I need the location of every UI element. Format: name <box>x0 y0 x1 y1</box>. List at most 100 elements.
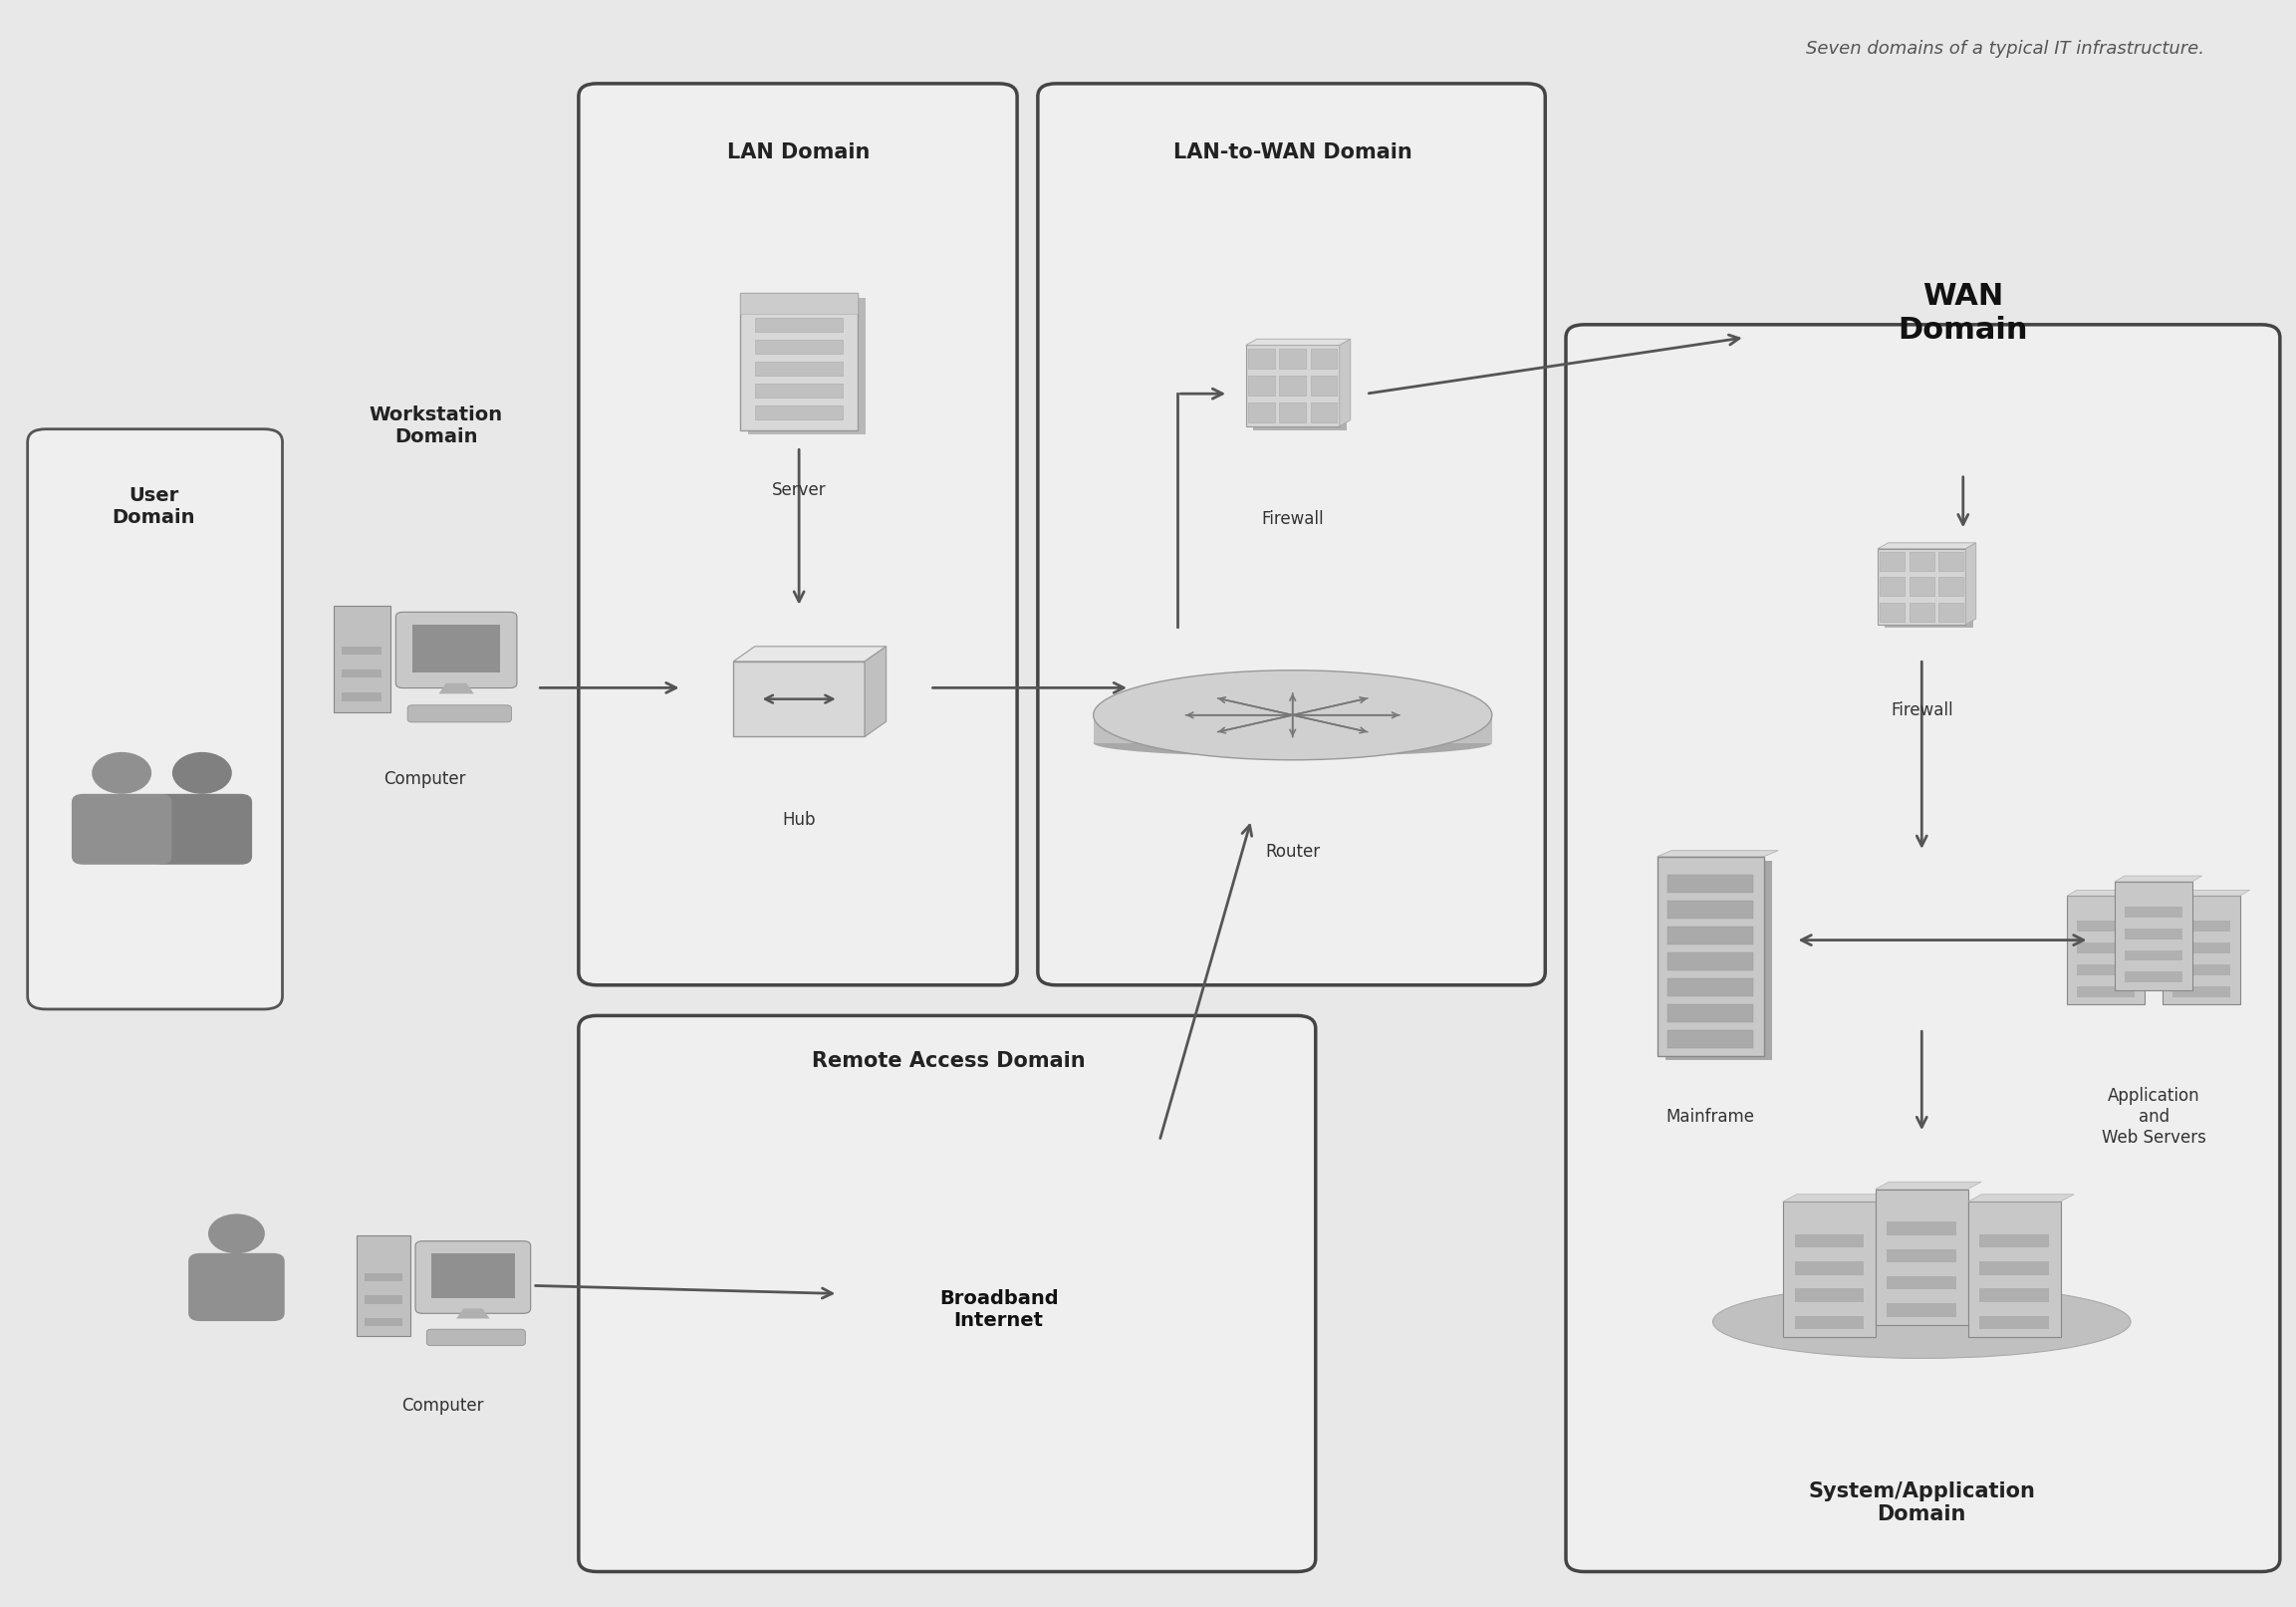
FancyBboxPatch shape <box>755 318 843 331</box>
FancyBboxPatch shape <box>1249 402 1274 423</box>
FancyBboxPatch shape <box>1667 874 1754 892</box>
Polygon shape <box>2115 876 2202 882</box>
FancyBboxPatch shape <box>2172 943 2229 953</box>
FancyBboxPatch shape <box>1279 376 1306 395</box>
FancyBboxPatch shape <box>1667 1004 1754 1022</box>
FancyBboxPatch shape <box>152 794 253 865</box>
Polygon shape <box>1093 715 1492 742</box>
FancyBboxPatch shape <box>1910 551 1933 570</box>
FancyBboxPatch shape <box>1876 1189 1968 1324</box>
Text: Router: Router <box>1265 842 1320 861</box>
FancyBboxPatch shape <box>2078 921 2135 932</box>
FancyBboxPatch shape <box>1667 953 1754 971</box>
FancyBboxPatch shape <box>1249 376 1274 395</box>
FancyBboxPatch shape <box>395 612 517 688</box>
FancyBboxPatch shape <box>1979 1261 2048 1274</box>
FancyBboxPatch shape <box>2172 921 2229 932</box>
FancyBboxPatch shape <box>333 606 390 712</box>
FancyBboxPatch shape <box>342 646 381 654</box>
FancyBboxPatch shape <box>739 292 859 313</box>
Text: Computer: Computer <box>383 770 466 789</box>
FancyBboxPatch shape <box>365 1318 402 1326</box>
Text: Application
and
Web Servers: Application and Web Servers <box>2101 1088 2206 1146</box>
Polygon shape <box>1876 1181 1981 1189</box>
Polygon shape <box>1968 1194 2073 1202</box>
FancyBboxPatch shape <box>413 625 501 672</box>
Polygon shape <box>1965 543 1977 625</box>
FancyBboxPatch shape <box>2124 950 2183 961</box>
FancyBboxPatch shape <box>1887 1249 1956 1263</box>
FancyBboxPatch shape <box>1784 1202 1876 1337</box>
Polygon shape <box>1339 339 1350 426</box>
Text: Mainframe: Mainframe <box>1667 1107 1754 1127</box>
FancyBboxPatch shape <box>748 297 866 435</box>
FancyBboxPatch shape <box>1279 349 1306 370</box>
Text: System/Application
Domain: System/Application Domain <box>1809 1482 2034 1523</box>
FancyBboxPatch shape <box>579 1016 1316 1572</box>
Polygon shape <box>1784 1194 1890 1202</box>
FancyBboxPatch shape <box>1910 603 1933 622</box>
FancyBboxPatch shape <box>365 1274 402 1282</box>
FancyBboxPatch shape <box>416 1241 530 1313</box>
FancyBboxPatch shape <box>1795 1316 1864 1329</box>
Text: Hub: Hub <box>783 810 815 829</box>
Polygon shape <box>866 646 886 736</box>
Text: Server: Server <box>771 480 827 500</box>
FancyBboxPatch shape <box>1311 376 1336 395</box>
FancyBboxPatch shape <box>1249 349 1274 370</box>
FancyBboxPatch shape <box>1887 1303 1956 1316</box>
FancyBboxPatch shape <box>1887 1221 1956 1236</box>
FancyBboxPatch shape <box>1938 603 1963 622</box>
FancyBboxPatch shape <box>1979 1234 2048 1247</box>
FancyBboxPatch shape <box>755 384 843 397</box>
FancyBboxPatch shape <box>2124 929 2183 938</box>
FancyBboxPatch shape <box>1885 553 1972 628</box>
FancyBboxPatch shape <box>1667 1030 1754 1048</box>
FancyBboxPatch shape <box>1311 349 1336 370</box>
FancyBboxPatch shape <box>2078 943 2135 953</box>
FancyBboxPatch shape <box>1910 577 1933 596</box>
Polygon shape <box>1247 339 1350 346</box>
Polygon shape <box>2066 890 2154 895</box>
FancyBboxPatch shape <box>1938 577 1963 596</box>
FancyBboxPatch shape <box>1938 551 1963 570</box>
FancyBboxPatch shape <box>2066 895 2144 1004</box>
Text: LAN Domain: LAN Domain <box>728 143 870 162</box>
Text: User
Domain: User Domain <box>113 485 195 527</box>
Text: Seven domains of a typical IT infrastructure.: Seven domains of a typical IT infrastruc… <box>1805 40 2204 58</box>
FancyBboxPatch shape <box>1968 1202 2060 1337</box>
Text: Workstation
Domain: Workstation Domain <box>370 405 503 447</box>
FancyBboxPatch shape <box>1566 325 2280 1572</box>
FancyBboxPatch shape <box>1880 551 1906 570</box>
FancyBboxPatch shape <box>1878 548 1965 625</box>
Ellipse shape <box>92 752 152 794</box>
FancyBboxPatch shape <box>2115 882 2193 990</box>
FancyBboxPatch shape <box>1038 84 1545 985</box>
FancyBboxPatch shape <box>1665 860 1773 1059</box>
FancyBboxPatch shape <box>1979 1289 2048 1302</box>
FancyBboxPatch shape <box>1311 402 1336 423</box>
FancyBboxPatch shape <box>1667 979 1754 996</box>
Text: WAN
Domain: WAN Domain <box>1899 283 2027 344</box>
FancyBboxPatch shape <box>28 429 282 1009</box>
FancyBboxPatch shape <box>1795 1289 1864 1302</box>
FancyBboxPatch shape <box>432 1253 514 1298</box>
FancyBboxPatch shape <box>1795 1261 1864 1274</box>
FancyBboxPatch shape <box>1880 577 1906 596</box>
FancyBboxPatch shape <box>2078 964 2135 975</box>
FancyBboxPatch shape <box>71 794 172 865</box>
FancyBboxPatch shape <box>1254 349 1348 431</box>
FancyBboxPatch shape <box>427 1329 526 1345</box>
Polygon shape <box>2163 890 2250 895</box>
FancyBboxPatch shape <box>755 405 843 419</box>
Polygon shape <box>732 646 886 662</box>
FancyBboxPatch shape <box>2172 964 2229 975</box>
FancyBboxPatch shape <box>1979 1316 2048 1329</box>
Polygon shape <box>457 1308 489 1319</box>
Polygon shape <box>439 683 473 694</box>
FancyBboxPatch shape <box>1658 857 1763 1056</box>
FancyBboxPatch shape <box>2124 906 2183 918</box>
FancyBboxPatch shape <box>755 339 843 354</box>
FancyBboxPatch shape <box>342 670 381 678</box>
FancyBboxPatch shape <box>1667 900 1754 918</box>
